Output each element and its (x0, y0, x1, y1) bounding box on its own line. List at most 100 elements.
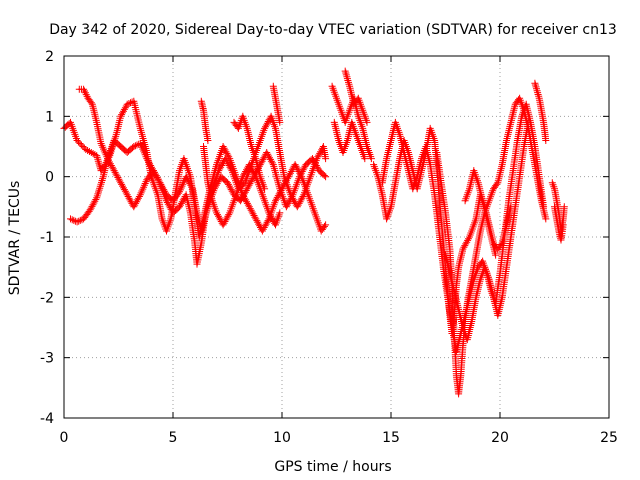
data-point (542, 215, 550, 223)
data-point (247, 206, 255, 214)
data-point (313, 155, 321, 163)
data-point (114, 174, 122, 181)
data-point (250, 169, 258, 177)
x-tick-label: 10 (273, 430, 291, 446)
data-point (341, 67, 349, 75)
y-axis-label: SDTVAR / TECUs (7, 181, 23, 296)
data-point (223, 214, 231, 222)
data-point (225, 162, 233, 169)
data-point (242, 168, 250, 175)
data-point (261, 185, 269, 193)
data-point (220, 219, 228, 227)
data-point (492, 251, 500, 259)
data-point (187, 181, 195, 189)
data-point (144, 156, 152, 164)
data-point (239, 173, 247, 181)
data-point (89, 150, 97, 157)
data-point (73, 137, 81, 144)
data-point (282, 203, 290, 211)
data-point (111, 168, 119, 176)
data-point (222, 156, 230, 164)
data-point (244, 183, 252, 191)
y-tick-label: -1 (40, 230, 54, 246)
data-point (237, 197, 245, 205)
x-axis-ticks: 0 5 10 15 20 25 (60, 56, 618, 446)
data-point (272, 197, 279, 205)
data-point (84, 147, 92, 154)
data-point (147, 162, 155, 169)
data-point (258, 227, 266, 235)
y-axis-ticks: -4 -3 -2 -1 0 1 2 (40, 49, 609, 427)
data-point (299, 193, 307, 200)
data-point (533, 85, 540, 93)
data-point (296, 198, 304, 206)
data-point (258, 157, 266, 165)
data-point (228, 187, 236, 195)
data-point (293, 203, 301, 211)
data-point (79, 143, 87, 150)
data-point (321, 222, 328, 230)
data-point (140, 181, 148, 189)
y-tick-label: -4 (40, 411, 54, 427)
data-point (524, 118, 532, 126)
data-point (135, 193, 143, 200)
chart-title: Day 342 of 2020, Sidereal Day-to-day VTE… (49, 22, 617, 38)
x-tick-label: 20 (491, 430, 509, 446)
y-tick-label: -3 (40, 351, 54, 367)
data-point (263, 218, 271, 226)
y-tick-label: -2 (40, 290, 54, 306)
data-point (155, 177, 163, 185)
data-point (138, 143, 146, 151)
data-point (95, 186, 103, 194)
data-point (87, 99, 95, 107)
data-point (322, 155, 330, 163)
data-point (89, 201, 97, 209)
data-point (108, 163, 116, 171)
data-point (75, 217, 83, 225)
data-point (264, 150, 272, 158)
data-point (149, 167, 157, 175)
x-tick-label: 15 (382, 430, 400, 446)
x-tick-label: 0 (60, 430, 69, 446)
data-point (534, 91, 542, 98)
data-point (288, 193, 296, 200)
y-tick-label: 2 (45, 49, 54, 65)
data-point (188, 183, 196, 191)
data-point (465, 235, 472, 243)
data-point (73, 218, 81, 226)
data-point (267, 155, 274, 163)
data-point (95, 188, 102, 196)
data-point (220, 144, 228, 152)
data-point (264, 217, 272, 225)
data-point (87, 149, 95, 156)
data-point (322, 221, 330, 229)
data-point (117, 179, 125, 187)
data-point (227, 165, 235, 173)
data-point (531, 81, 539, 89)
data-point (182, 173, 190, 181)
data-point (163, 197, 170, 205)
data-point (81, 87, 88, 95)
data-point (345, 80, 353, 88)
data-point (247, 178, 255, 186)
data-point (121, 187, 129, 195)
y-tick-label: 1 (45, 109, 54, 125)
data-point (268, 159, 276, 167)
data-point (92, 196, 100, 203)
data-point (250, 212, 258, 219)
x-axis-label: GPS time / hours (274, 459, 391, 475)
data-point (98, 178, 105, 186)
data-point (266, 211, 274, 219)
data-point (177, 201, 184, 209)
data-point (493, 180, 501, 188)
data-point (68, 216, 76, 224)
data-point (123, 100, 131, 108)
data-point (94, 157, 102, 165)
data-point (299, 166, 307, 174)
data-point (215, 167, 223, 175)
data-point (225, 211, 233, 219)
data-point (542, 137, 550, 144)
data-point (75, 138, 82, 146)
data-point (81, 89, 89, 97)
data-point (80, 85, 88, 93)
